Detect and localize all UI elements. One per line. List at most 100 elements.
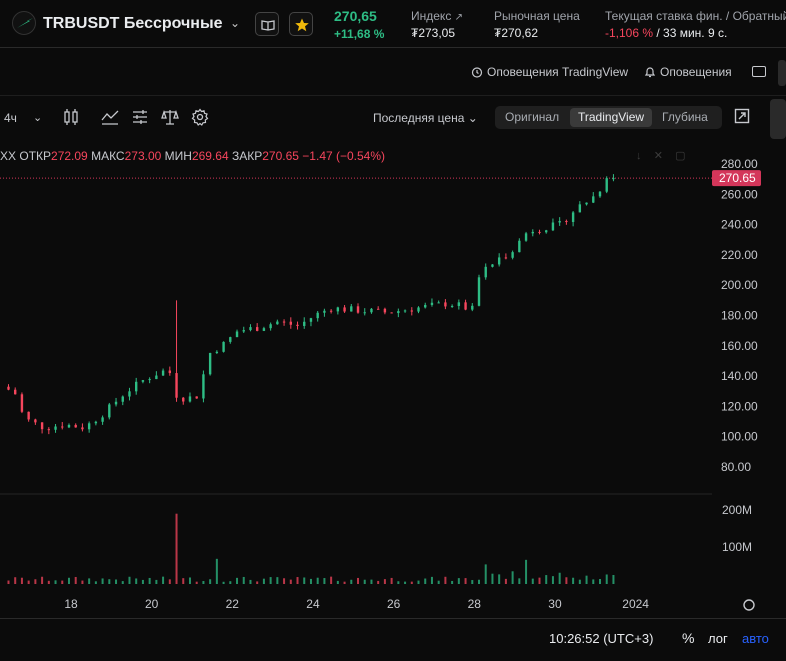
volume-bar (511, 571, 514, 584)
legend-open: 272.09 (51, 149, 88, 163)
candle-body (558, 220, 561, 223)
candle-body (242, 330, 245, 332)
funding-countdown: / 33 мин. 9 с. (653, 26, 728, 40)
volume-bar (47, 580, 50, 584)
volume-bar (27, 580, 30, 584)
volume-bar (457, 578, 460, 584)
legend-prefix: XX (0, 149, 17, 163)
candle-body (531, 231, 534, 234)
candle-body (121, 396, 124, 402)
volume-tick-label: 200M (722, 503, 752, 517)
volume-bar (370, 579, 373, 584)
volume-bar (74, 576, 77, 584)
volume-bar (377, 580, 380, 584)
candle-body (497, 257, 501, 265)
gear-icon[interactable] (191, 108, 209, 126)
timeframe-selector[interactable]: 4ч (4, 111, 17, 125)
symbol-title[interactable]: TRBUSDT Бессрочные (43, 15, 223, 32)
legend-low-label: МИН (164, 149, 192, 163)
layout-icon[interactable] (752, 66, 766, 77)
volume-bar (222, 581, 225, 584)
market-price-label: Рыночная цена (494, 9, 580, 23)
star-icon[interactable] (289, 12, 313, 36)
volume-bar (565, 577, 568, 584)
price-chart[interactable]: 280.00 260.00 240.00 220.00 200.00 180.00 160.… (0, 140, 786, 618)
expand-icon[interactable] (734, 108, 750, 124)
volume-bar (531, 578, 534, 584)
volume-bar (330, 576, 333, 584)
volume-bar (269, 577, 272, 584)
candle-body (592, 196, 595, 203)
candle-body (397, 311, 400, 314)
legend-open-label: ОТКР (19, 149, 52, 163)
volume-bar (350, 579, 353, 584)
book-icon[interactable] (255, 12, 279, 36)
volume-bar (336, 580, 339, 584)
candle-body (61, 426, 64, 428)
volume-bar (437, 580, 440, 584)
chevron-down-icon[interactable]: ⌄ (33, 112, 43, 124)
volume-bar (236, 577, 239, 584)
volume-bar (545, 575, 548, 584)
volume-bar (612, 575, 615, 584)
funding-label: Текущая ставка фин. / Обратный (605, 9, 786, 23)
volume-bar (296, 577, 299, 584)
external-link-icon: ↗ (454, 12, 464, 23)
candle-type-icon[interactable] (62, 108, 80, 126)
auto-scale-toggle[interactable]: авто (742, 631, 769, 646)
price-tick-label: 120.00 (721, 399, 758, 413)
candle-body (545, 230, 548, 233)
view-tradingview-tab[interactable]: TradingView (578, 110, 645, 124)
view-depth-tab[interactable]: Глубина (662, 110, 708, 124)
volume-bar (141, 579, 144, 584)
price-tick-label: 180.00 (721, 309, 758, 323)
candle-body (370, 308, 373, 313)
time-tick-label: 28 (468, 597, 482, 611)
alerts-button[interactable]: Оповещения (644, 65, 732, 79)
index-value: ₮273,05 (411, 26, 456, 40)
volume-bar (202, 581, 205, 584)
price-tick-label: 160.00 (721, 339, 758, 353)
volume-bar (538, 577, 541, 584)
volume-bar (417, 580, 420, 584)
candle-body (585, 202, 588, 205)
volume-bar (121, 581, 124, 584)
alarm-clock-icon (471, 67, 483, 78)
side-panel-handle[interactable] (778, 60, 786, 86)
candle-body (457, 302, 461, 306)
log-scale-toggle[interactable]: лог (708, 631, 728, 646)
candle-body (235, 331, 239, 338)
volume-bar (464, 578, 467, 584)
volume-bar (289, 579, 292, 584)
legend-change: −1.47 (−0.54%) (302, 149, 386, 163)
candle-body (471, 305, 474, 310)
candle-body (81, 427, 84, 430)
candle-body (269, 324, 272, 329)
tradingview-alerts-button[interactable]: Оповещения TradingView (471, 65, 628, 79)
candle-body (54, 426, 57, 430)
axis-settings-gear-icon (743, 599, 755, 611)
volume-bar (578, 579, 581, 584)
price-source-selector[interactable]: Последняя цена ⌄ (373, 111, 478, 125)
time-tick-label: 22 (226, 597, 240, 611)
scales-icon[interactable] (161, 108, 179, 126)
legend-tools[interactable]: ↓ ✕ ▢ (636, 150, 686, 162)
view-original-tab[interactable]: Оригинал (505, 110, 560, 124)
percent-scale-toggle[interactable]: % (682, 630, 695, 646)
candle-body (20, 394, 24, 412)
side-panel-handle[interactable] (770, 99, 786, 139)
volume-bar (592, 579, 595, 584)
candle-body (612, 178, 615, 180)
price-tick-label: 280.00 (721, 157, 758, 171)
candle-body (329, 310, 333, 312)
indicators-icon[interactable] (101, 108, 119, 126)
candle-body (511, 252, 514, 258)
candle-body (376, 308, 380, 310)
chevron-down-icon[interactable]: ⌄ (230, 16, 241, 30)
candle-body (598, 191, 602, 197)
candle-body (215, 351, 219, 353)
volume-bar (54, 580, 57, 584)
list-settings-icon[interactable] (131, 108, 149, 126)
price-change: +11,68 % (334, 27, 385, 41)
funding-value: -1,106 % / 33 мин. 9 с. (605, 26, 727, 40)
